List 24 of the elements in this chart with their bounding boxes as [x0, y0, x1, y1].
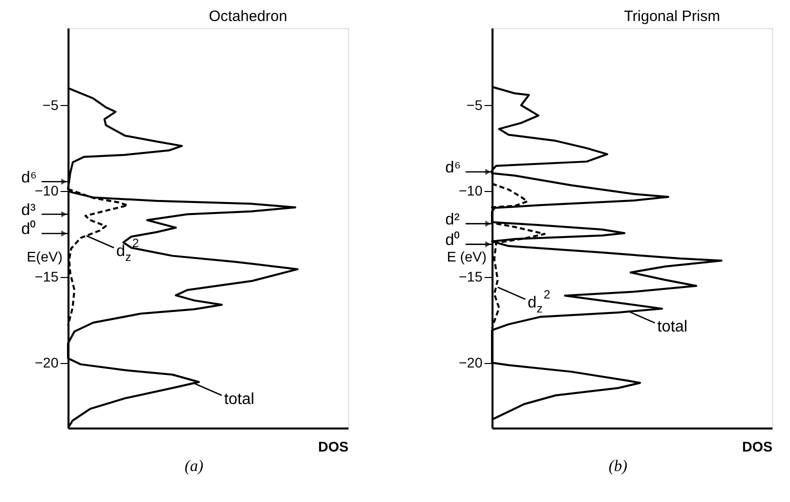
ref-line-label: d³ [21, 202, 36, 219]
text: (a) [184, 458, 204, 475]
text: (b) [608, 458, 628, 475]
y-tick-label: −15 [458, 268, 483, 284]
x-axis-title: DOS [318, 438, 348, 454]
y-axis-title: E (eV) [446, 248, 486, 264]
x-axis-title: DOS [742, 438, 772, 454]
ref-line-label: d⁶ [21, 169, 37, 186]
y-tick-label: −10 [34, 182, 59, 199]
y-tick-label: −20 [458, 354, 483, 370]
ref-line-label: d⁰ [445, 231, 460, 250]
y-tick-label: −20 [34, 354, 59, 370]
y-axis-title: E(eV) [26, 248, 62, 264]
y-tick-label: −5 [466, 96, 483, 113]
chart-title: Octahedron [208, 8, 288, 25]
y-tick-label: −15 [34, 268, 59, 284]
ref-line-label: d⁰ [21, 220, 36, 238]
annotation: total [657, 318, 688, 336]
annotation: total [224, 390, 254, 408]
y-tick-label: −5 [42, 96, 59, 113]
y-tick-label: −10 [458, 182, 483, 199]
ref-line-label: d² [445, 211, 460, 228]
ref-line-label: d⁶ [445, 160, 461, 177]
chart-title: Trigonal Prism [624, 8, 720, 25]
